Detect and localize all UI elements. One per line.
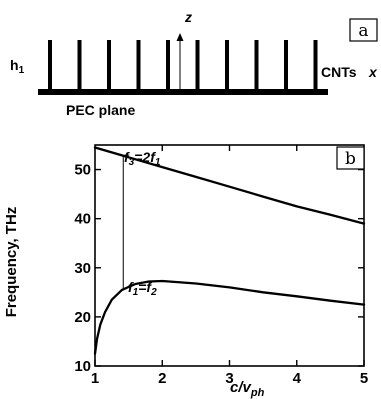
panel-a: z h1 CNTs x PEC plane a — [10, 9, 378, 118]
cnt-tube — [107, 40, 111, 90]
cnt-tube — [284, 40, 288, 90]
cnt-tube — [225, 40, 229, 90]
series-line-2 — [93, 279, 366, 355]
cnt-tube — [136, 40, 141, 90]
x-tick-label: 1 — [91, 370, 99, 387]
plot-frame — [94, 144, 365, 367]
y-tick-label: 20 — [74, 309, 91, 326]
x-tick-label: 2 — [158, 370, 166, 387]
panel-a-label-box — [349, 18, 378, 42]
cnt-tube — [77, 40, 82, 90]
x-tick-label: 5 — [360, 370, 368, 387]
panel-b-chart: 1 2 3 4 5 10 20 30 40 50 Frequency, THz c/vph f3=… — [3, 144, 368, 399]
y-tick-label: 10 — [74, 358, 91, 375]
z-axis-label: z — [184, 9, 192, 25]
x-tick-label: 4 — [293, 370, 302, 387]
y-axis-title: Frequency, THz — [3, 207, 20, 318]
y-tick-label: 30 — [74, 260, 91, 277]
cnt-array — [48, 40, 318, 90]
pec-plane-bar — [38, 89, 328, 95]
height-label: h1 — [10, 57, 25, 76]
annotation-f1: f1=f2 — [128, 279, 157, 298]
x-tick-label: 3 — [225, 370, 233, 387]
cnt-tube — [254, 40, 259, 90]
chart-axes: 1 2 3 4 5 10 20 30 40 50 — [74, 144, 368, 387]
annotation-f3: f3=2f1 — [124, 149, 161, 168]
cnt-tube — [313, 40, 318, 90]
z-axis-arrow — [176, 33, 184, 41]
x-axis-title: c/vph — [230, 379, 265, 399]
y-tick-label: 40 — [74, 211, 91, 228]
panel-b-label: b — [345, 149, 356, 169]
y-tick-label: 50 — [74, 162, 91, 179]
panel-a-label: a — [358, 21, 368, 41]
panel-b-label-box — [336, 146, 365, 170]
cnt-label: CNTs — [321, 64, 357, 80]
series-line-1 — [93, 146, 366, 225]
cnt-tube — [195, 40, 200, 90]
cnt-tube — [166, 40, 170, 90]
pec-plane-label: PEC plane — [66, 102, 135, 118]
x-axis-label: x — [368, 64, 378, 80]
chart-series — [93, 146, 366, 355]
cnt-tube — [48, 40, 52, 90]
